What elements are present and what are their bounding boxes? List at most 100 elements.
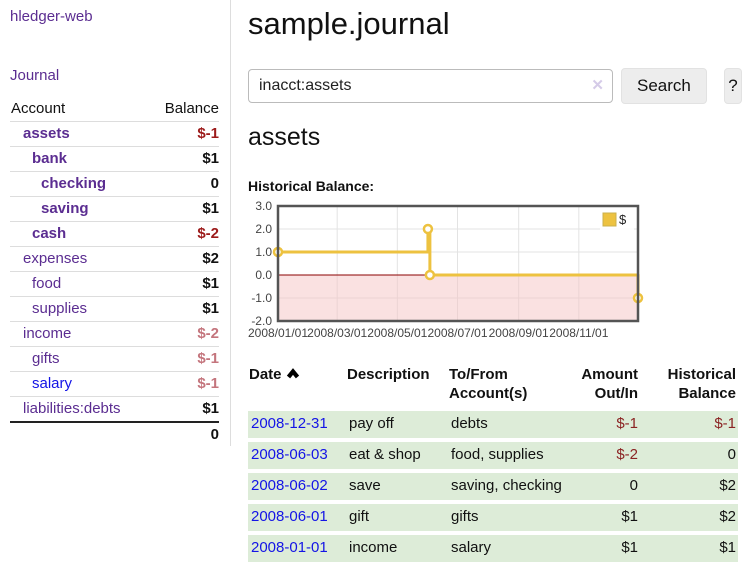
register-header-balance: Historical Balance (667, 366, 736, 402)
svg-text:2008/03/01: 2008/03/01 (307, 326, 367, 340)
register-row: 2008-01-01 income salary $1 $1 (248, 531, 738, 562)
register-date-cell: 2008-06-03 (248, 438, 346, 471)
sidebar-account-link-food[interactable]: food (32, 275, 62, 292)
register-body: 2008-12-31 pay off debts $-1 $-1 2008-06-03 ea… (248, 407, 738, 562)
account-row: saving $1 (10, 196, 219, 222)
account-row: cash $-2 (10, 221, 219, 247)
sidebar-account-link-income[interactable]: income (23, 325, 72, 342)
accounts-total-value: 0 (149, 421, 219, 447)
register-date-cell: 2008-06-01 (248, 500, 346, 533)
register-row: 2008-06-02 save saving, checking 0 $2 (248, 469, 738, 502)
sidebar-account-link-cash[interactable]: cash (32, 225, 67, 242)
sidebar-item-journal[interactable]: Journal (10, 67, 60, 84)
accounts-table: Account Balance assets $-1 bank $1 checking 0… (10, 97, 219, 447)
svg-text:2008/07/01: 2008/07/01 (427, 326, 487, 340)
account-row: income $-2 (10, 321, 219, 347)
register-balance: $2 (640, 500, 738, 533)
register-header-date[interactable]: Date (248, 363, 346, 409)
register-row: 2008-06-01 gift gifts $1 $2 (248, 500, 738, 533)
sidebar-account-link-salary[interactable]: salary (32, 375, 73, 392)
register-header-account: To/From Account(s) (449, 366, 528, 402)
register-header-row: Date Description To/From Account(s) Amou… (248, 363, 738, 409)
accounts-header-row: Account Balance (10, 97, 219, 122)
account-balance: $-2 (149, 321, 219, 347)
register-date-link[interactable]: 2008-12-31 (251, 415, 328, 432)
app-brand-link[interactable]: hledger-web (10, 8, 93, 25)
register-accounts: food, supplies (448, 438, 568, 471)
register-date-link[interactable]: 2008-06-02 (251, 477, 328, 494)
account-row: expenses $2 (10, 246, 219, 272)
search-row: ✕ Search ? (248, 68, 742, 104)
register-amount: 0 (568, 469, 640, 502)
account-balance: $2 (149, 246, 219, 272)
clear-search-icon[interactable]: ✕ (591, 77, 604, 94)
svg-text:3.0: 3.0 (255, 199, 272, 213)
register-date-link[interactable]: 2008-06-03 (251, 446, 328, 463)
register-balance: $2 (640, 469, 738, 502)
register-description: income (346, 531, 448, 562)
sidebar-account-link-bank[interactable]: bank (32, 150, 68, 167)
register-amount: $-2 (568, 438, 640, 471)
register-description: gift (346, 500, 448, 533)
sidebar-accounts-body: assets $-1 bank $1 checking 0 saving $1 cash $-2 e… (10, 121, 219, 447)
register-accounts: debts (448, 407, 568, 440)
search-input[interactable] (248, 69, 613, 103)
svg-text:0.0: 0.0 (255, 268, 272, 282)
svg-text:2008/09/01: 2008/09/01 (489, 326, 549, 340)
register-table: Date Description To/From Account(s) Amou… (248, 363, 738, 562)
sidebar-account-link-supplies[interactable]: supplies (32, 300, 88, 317)
register-description: eat & shop (346, 438, 448, 471)
register-row: 2008-06-03 eat & shop food, supplies $-2 0 (248, 438, 738, 471)
register-header-date-label: Date (249, 366, 282, 383)
help-button[interactable]: ? (723, 68, 742, 104)
register-balance: 0 (640, 438, 738, 471)
account-balance: $1 (149, 396, 219, 422)
account-balance: $1 (149, 271, 219, 297)
account-balance: $1 (149, 146, 219, 172)
account-row: bank $1 (10, 146, 219, 172)
account-heading: assets (248, 123, 321, 151)
register-accounts: salary (448, 531, 568, 562)
register-date-link[interactable]: 2008-06-01 (251, 508, 328, 525)
register-balance: $1 (640, 531, 738, 562)
svg-text:-1.0: -1.0 (251, 291, 272, 305)
sidebar-account-link-assets[interactable]: assets (23, 125, 70, 142)
register-header-amount: Amount Out/In (581, 366, 638, 402)
sidebar-account-link-saving[interactable]: saving (41, 200, 89, 217)
account-balance: $1 (149, 196, 219, 222)
page-title: sample.journal (248, 6, 450, 41)
register-row: 2008-12-31 pay off debts $-1 $-1 (248, 407, 738, 440)
sidebar: hledger-web Journal Account Balance asse… (0, 0, 231, 447)
account-row: assets $-1 (10, 121, 219, 147)
register-amount: $1 (568, 500, 640, 533)
register-description: save (346, 469, 448, 502)
sidebar-account-link-liabilities-debts[interactable]: liabilities:debts (23, 400, 121, 417)
main-content: sample.journal ✕ Search ? assets Histori… (248, 0, 742, 562)
search-button[interactable]: Search (621, 68, 707, 104)
sidebar-account-link-expenses[interactable]: expenses (23, 250, 88, 267)
accounts-header-account: Account (11, 100, 66, 117)
svg-text:-2.0: -2.0 (251, 314, 272, 328)
account-balance: 0 (149, 171, 219, 197)
account-row: salary $-1 (10, 371, 219, 397)
register-date-cell: 2008-01-01 (248, 531, 346, 562)
accounts-total-row: 0 (10, 421, 219, 447)
search-field-wrap: ✕ (248, 69, 613, 103)
register-accounts: saving, checking (448, 469, 568, 502)
svg-text:2008/01/01: 2008/01/01 (248, 326, 308, 340)
sidebar-account-link-checking[interactable]: checking (41, 175, 107, 192)
accounts-header-balance: Balance (164, 100, 219, 117)
account-row: gifts $-1 (10, 346, 219, 372)
svg-text:2008/11/01: 2008/11/01 (549, 326, 608, 340)
register-amount: $-1 (568, 407, 640, 440)
svg-text:2.0: 2.0 (255, 222, 272, 236)
register-description: pay off (346, 407, 448, 440)
register-accounts: gifts (448, 500, 568, 533)
account-row: food $1 (10, 271, 219, 297)
account-balance: $-1 (149, 121, 219, 147)
svg-text:2008/05/01: 2008/05/01 (367, 326, 427, 340)
sidebar-account-link-gifts[interactable]: gifts (32, 350, 60, 367)
register-date-link[interactable]: 2008-01-01 (251, 539, 328, 556)
chart-title: Historical Balance: (248, 178, 375, 194)
